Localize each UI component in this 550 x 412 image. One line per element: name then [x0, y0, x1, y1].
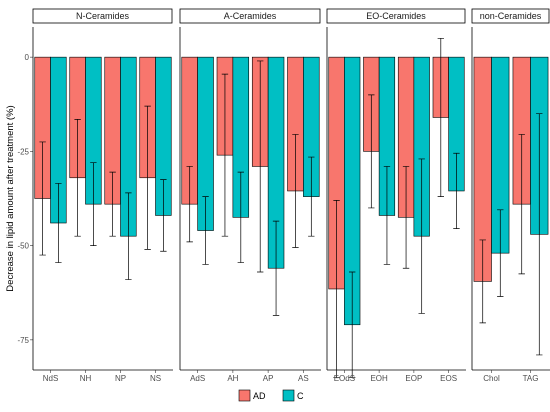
- facet-panel: A-Ceramides AdS AH AP AS: [179, 8, 321, 383]
- x-tick-label: TAG: [523, 374, 539, 383]
- error-bar-ad-ah: [221, 73, 229, 237]
- error-bar-c-ap: [272, 220, 280, 316]
- x-tick-label: AS: [298, 374, 309, 383]
- error-bar-ad-eop: [402, 166, 410, 269]
- facet-panel: N-Ceramides NdS NH NP NS: [32, 8, 173, 383]
- x-tick-label: AP: [263, 374, 274, 383]
- error-bar-ad-as: [292, 134, 299, 248]
- error-bar-c-eop: [418, 158, 425, 314]
- error-bar-ad-eos: [437, 37, 445, 197]
- x-tick-label: AdS: [190, 374, 205, 383]
- error-bar-ad-ads: [186, 166, 193, 243]
- facet-strip: [32, 8, 173, 24]
- x-tick-label: Chol: [483, 374, 500, 383]
- y-axis-title: Decrease in lipid amount after treatment…: [5, 105, 16, 291]
- error-bar-c-tag: [536, 113, 543, 356]
- error-bar-c-nds: [55, 183, 62, 263]
- legend-key-ad: [238, 389, 251, 402]
- error-bar-ad-nds: [39, 141, 46, 256]
- error-bar-c-eos: [453, 152, 460, 230]
- facet-strip-label: non-Ceramides: [480, 11, 542, 21]
- facet-strip: [471, 8, 550, 24]
- legend-label-c: C: [297, 391, 304, 401]
- error-bar-c-ah: [237, 171, 245, 263]
- y-tick-label: -50: [17, 242, 29, 251]
- error-bar-ad-eods: [333, 200, 340, 378]
- error-bar-c-eods: [348, 271, 356, 378]
- x-tick-label: NS: [150, 374, 161, 383]
- x-tick-label: AH: [227, 374, 238, 383]
- error-bar-c-eoh: [383, 166, 391, 265]
- error-bar-c-as: [308, 156, 315, 237]
- y-axis-ticks: 0 -25 -50 -75: [17, 53, 33, 345]
- x-tick-label: EOP: [405, 374, 422, 383]
- facet-panel: EO-Ceramides EOdS EOH EOP EOS: [326, 8, 466, 383]
- error-bar-ad-eoh: [368, 94, 375, 209]
- facet-strip: [179, 8, 321, 24]
- facet-strip: [326, 8, 466, 24]
- y-tick-label: -25: [17, 147, 29, 156]
- x-tick-label: EOH: [370, 374, 388, 383]
- legend: AD C: [238, 389, 304, 402]
- facet-strip-label: N-Ceramides: [76, 11, 130, 21]
- x-tick-label: NH: [80, 374, 92, 383]
- y-tick-label: -75: [17, 336, 29, 345]
- facet-panel: non-Ceramides Chol TAG: [471, 8, 550, 383]
- x-tick-label: EOdS: [334, 374, 355, 383]
- x-tick-label: NP: [115, 374, 126, 383]
- error-bar-ad-chol: [479, 239, 486, 324]
- error-bar-c-nh: [90, 162, 97, 246]
- x-tick-label: NdS: [43, 374, 59, 383]
- x-tick-label: EOS: [440, 374, 457, 383]
- error-bar-c-ns: [160, 179, 167, 252]
- error-bar-c-chol: [497, 209, 504, 297]
- error-bar-ad-ns: [144, 105, 151, 250]
- error-bar-ad-nh: [74, 118, 81, 237]
- legend-key-c: [282, 389, 295, 402]
- legend-label-ad: AD: [253, 391, 266, 401]
- error-bar-ad-ap: [256, 60, 264, 273]
- facet-panels: N-Ceramides NdS NH NP NS A-Ceramides AdS AH AP AS…: [32, 8, 550, 383]
- error-bar-ad-tag: [518, 134, 525, 275]
- error-bar-c-ads: [202, 196, 209, 265]
- y-tick-label: 0: [25, 53, 30, 62]
- error-bar-c-np: [125, 192, 132, 280]
- facet-strip-label: EO-Ceramides: [366, 11, 426, 21]
- error-bar-ad-np: [109, 171, 116, 237]
- facet-strip-label: A-Ceramides: [224, 11, 277, 21]
